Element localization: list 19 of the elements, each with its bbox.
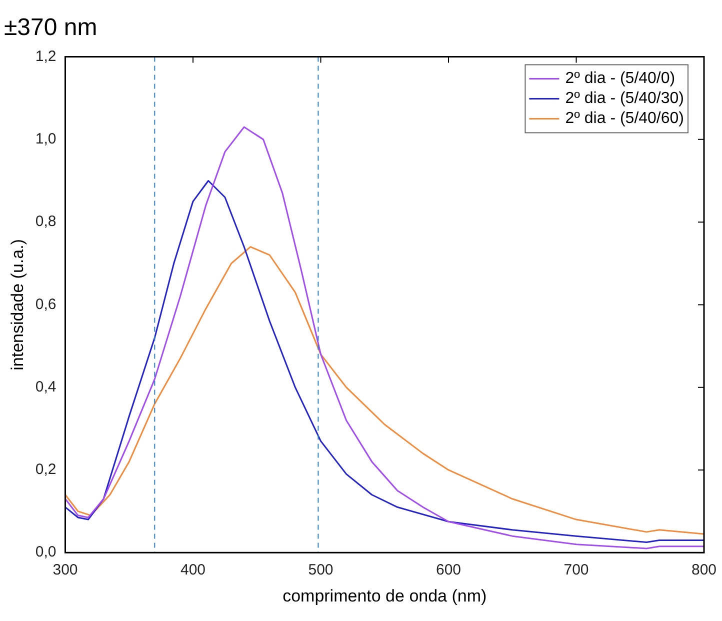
y-tick-label: 0,6: [35, 296, 56, 313]
x-tick-label: 300: [52, 562, 78, 579]
y-tick-label: 0,2: [35, 461, 56, 478]
y-tick-label: 1,0: [35, 130, 56, 148]
y-axis-title: intensidade (u.a.): [8, 239, 27, 370]
x-tick-label: 400: [180, 562, 206, 579]
y-tick-label: 0,8: [35, 213, 56, 230]
y-tick-label: 0,4: [35, 378, 56, 396]
x-tick-label: 500: [308, 562, 334, 579]
x-tick-label: 800: [691, 562, 717, 579]
chart-title: ±370 nm: [4, 14, 98, 42]
legend-label: 2º dia - (5/40/60): [565, 110, 684, 128]
y-tick-label: 1,2: [35, 48, 56, 65]
x-axis-title: comprimento de onda (nm): [282, 586, 487, 606]
x-tick-label: 700: [564, 562, 589, 579]
x-tick-label: 600: [436, 562, 462, 579]
legend-label: 2º dia - (5/40/0): [565, 70, 676, 88]
legend-label: 2º dia - (5/40/30): [565, 90, 684, 108]
y-tick-label: 0,0: [35, 544, 56, 561]
